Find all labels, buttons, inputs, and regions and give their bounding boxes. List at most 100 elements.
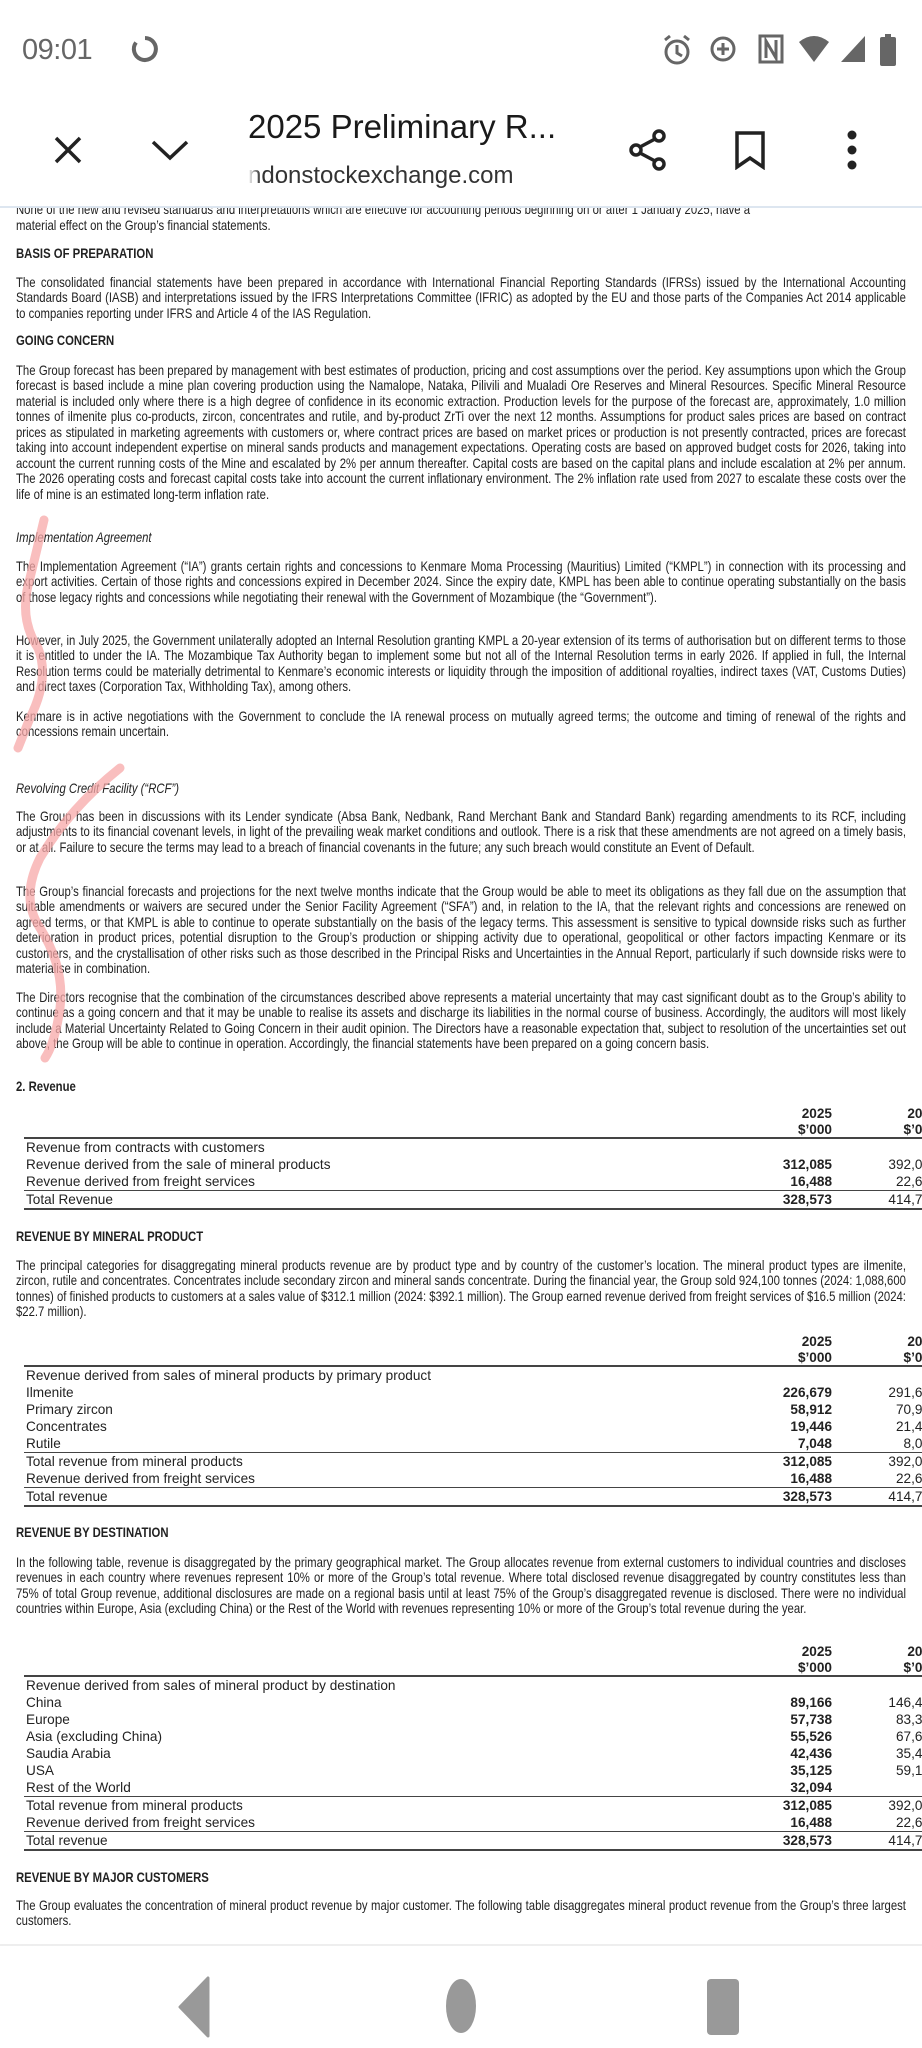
custom-tab-toolbar: 2025 Preliminary R... ndonstockexchange.…: [0, 100, 922, 208]
header-spacer: [24, 1106, 724, 1122]
table-row: Total revenue from mineral products 312,0…: [24, 1452, 922, 1470]
value-2024: 414,74: [834, 1831, 922, 1851]
destination-table: 2025 202 $’000$’00 Revenue derived from sal…: [24, 1644, 922, 1851]
value-2024: 414,74: [834, 1190, 922, 1210]
revenue-table: 2025 202 $’000$’00 Revenue from contracts w…: [24, 1106, 922, 1210]
rcf-paragraph-3: The Directors recognise that the combina…: [16, 990, 906, 1052]
value-2024: 291,62: [888, 1385, 922, 1400]
chevron-down-icon: [151, 140, 189, 161]
expand-button[interactable]: [142, 122, 198, 178]
value-2024: [834, 1676, 922, 1694]
col-2024-unit: $’00: [834, 1121, 922, 1139]
data-saver-icon: [710, 36, 736, 62]
page-url[interactable]: ndonstockexchange.com: [248, 162, 514, 189]
value-2025: [724, 1366, 834, 1384]
row-label: Saudia Arabia: [26, 1746, 111, 1761]
rcf-paragraph-1: The Group has been in discussions with i…: [16, 809, 906, 855]
table-row: Saudia Arabia 42,436 35,43: [24, 1745, 922, 1762]
mineral-heading: REVENUE BY MINERAL PRODUCT: [16, 1229, 204, 1244]
value-2025: 312,085: [724, 1452, 834, 1470]
mineral-table-wrap: 2025 202 $’000$’00 Revenue derived from sal…: [0, 1334, 922, 1507]
more-vert-icon: [847, 130, 857, 170]
row-label: Primary zircon: [26, 1402, 113, 1417]
table-row: Revenue from contracts with customers: [24, 1138, 922, 1156]
table-row: Revenue derived from freight services 16,…: [24, 1470, 922, 1488]
pdf-document[interactable]: None of the new and revised standards an…: [0, 208, 922, 1944]
col-2025-year: 2025: [801, 1334, 832, 1349]
rcf-heading: Revolving Credit Facility (“RCF”): [16, 781, 180, 796]
ia-paragraph-1: The Implementation Agreement (“IA”) gran…: [16, 559, 906, 605]
table-row: Revenue derived from freight services 16,…: [24, 1814, 922, 1832]
value-2025: 328,573: [724, 1190, 834, 1210]
share-icon: [629, 129, 666, 171]
col-2024-unit: $’00: [834, 1659, 922, 1677]
value-2025: 89,166: [790, 1695, 832, 1710]
more-options-button[interactable]: [824, 122, 880, 178]
basis-paragraph: The consolidated financial statements ha…: [16, 275, 906, 321]
revenue-heading: 2. Revenue: [16, 1079, 76, 1094]
value-2025: 55,526: [790, 1729, 832, 1744]
value-2024: [834, 1779, 922, 1797]
value-2025: 328,573: [724, 1831, 834, 1851]
header-spacer: [24, 1644, 724, 1660]
value-2025: 42,436: [790, 1746, 832, 1761]
row-label: Revenue derived from sales of mineral pr…: [26, 1678, 396, 1693]
share-button[interactable]: [620, 122, 676, 178]
value-2025: [724, 1138, 834, 1156]
row-label: Total revenue: [24, 1831, 724, 1851]
sync-icon: [131, 36, 158, 62]
value-2025: 7,048: [797, 1436, 832, 1451]
mineral-table: 2025 202 $’000$’00 Revenue derived from sal…: [24, 1334, 922, 1507]
nfc-icon: [758, 34, 784, 64]
table-row: Revenue derived from sales of mineral pr…: [24, 1366, 922, 1384]
going-concern-paragraph: The Group forecast has been prepared by …: [16, 363, 906, 502]
clock: 09:01: [22, 34, 93, 66]
header-spacer: [24, 1349, 724, 1367]
recents-icon[interactable]: [706, 1978, 740, 2036]
value-2025: 32,094: [790, 1780, 832, 1795]
destination-paragraph: In the following table, revenue is disag…: [16, 1555, 906, 1617]
rcf-paragraph-2: The Group’s financial forecasts and proj…: [16, 884, 906, 977]
wifi-icon: [799, 36, 829, 62]
value-2024: 392,05: [834, 1452, 922, 1470]
value-2025: 58,912: [790, 1402, 832, 1417]
value-2024: 22,69: [895, 1471, 922, 1486]
close-button[interactable]: [40, 122, 96, 178]
table-row: Revenue derived from sales of mineral pr…: [24, 1676, 922, 1694]
value-2024: 414,74: [834, 1487, 922, 1507]
value-2025: 16,488: [790, 1471, 832, 1486]
url-fade: [248, 160, 260, 192]
table-row: Asia (excluding China) 55,526 67,64: [24, 1728, 922, 1745]
col-2025-year: 2025: [801, 1644, 832, 1659]
ia-paragraph-3: Kenmare is in active negotiations with t…: [16, 709, 906, 740]
row-label: Rest of the World: [26, 1780, 131, 1795]
value-2024: 22,69: [895, 1174, 922, 1189]
bookmark-button[interactable]: [722, 122, 778, 178]
alarm-icon: [664, 34, 690, 65]
back-icon[interactable]: [178, 1976, 210, 2038]
row-label: Total Revenue: [24, 1190, 724, 1210]
table-row: Revenue derived from the sale of mineral…: [24, 1156, 922, 1173]
value-2025: 19,446: [790, 1419, 832, 1434]
value-2024: 146,43: [888, 1695, 922, 1710]
header-spacer: [24, 1121, 724, 1139]
value-2025: 16,488: [790, 1815, 832, 1830]
value-2025: 35,125: [790, 1763, 832, 1778]
table-row: Concentrates 19,446 21,45: [24, 1418, 922, 1435]
value-2024: 59,18: [895, 1763, 922, 1778]
value-2025: [724, 1676, 834, 1694]
row-label: Revenue derived from freight services: [26, 1815, 255, 1830]
header-spacer: [24, 1659, 724, 1677]
page-title: 2025 Preliminary R...: [248, 108, 557, 145]
col-2025-unit: $’000: [724, 1349, 834, 1367]
system-nav-bar: [0, 1944, 922, 2048]
table-row: Europe 57,738 83,36: [24, 1711, 922, 1728]
home-icon[interactable]: [445, 1977, 477, 2035]
value-2025: 328,573: [724, 1487, 834, 1507]
col-2025-unit: $’000: [724, 1659, 834, 1677]
mineral-paragraph: The principal categories for disaggregat…: [16, 1258, 906, 1320]
ia-heading: Implementation Agreement: [16, 530, 152, 545]
table-row: Ilmenite 226,679 291,62: [24, 1384, 922, 1401]
